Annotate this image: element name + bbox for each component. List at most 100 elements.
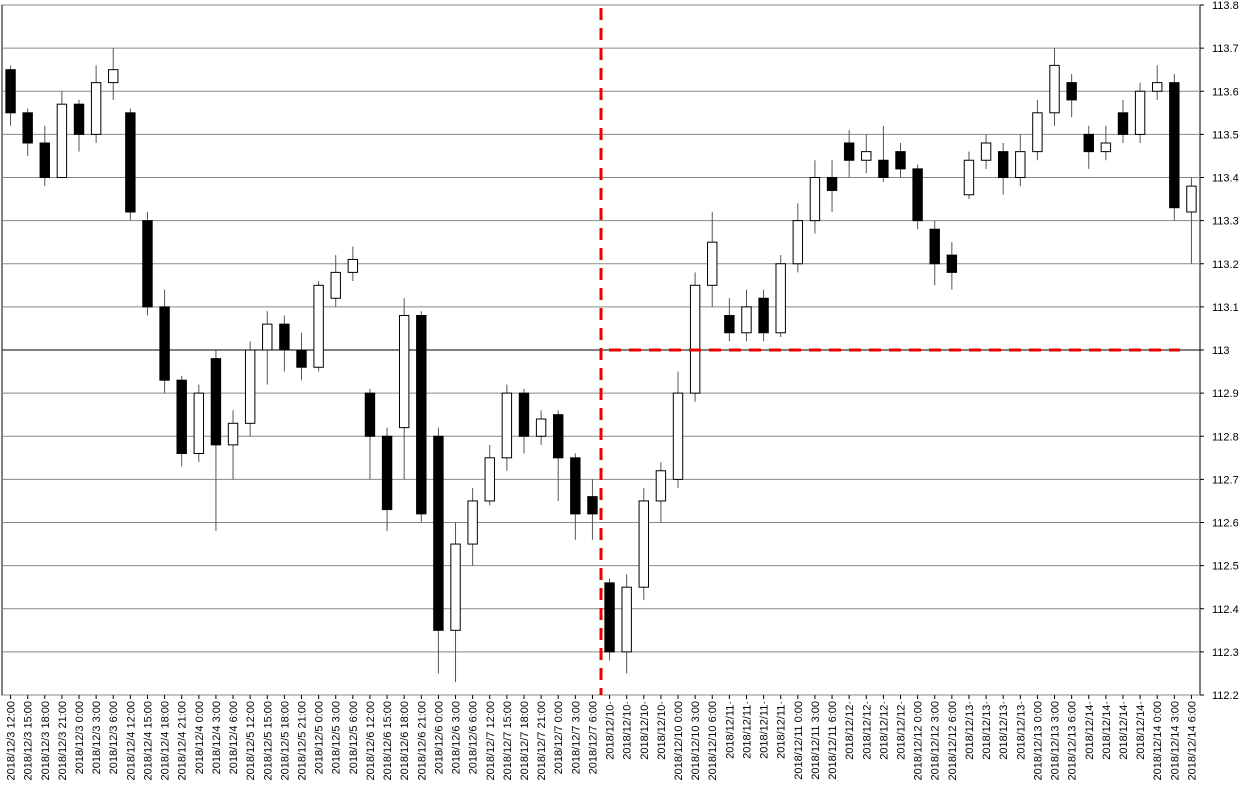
x-tick-label: 2018/12/11· [759, 701, 771, 759]
candle-body [450, 543, 461, 631]
x-tick-label: 2018/12/13 6:00 [1067, 701, 1079, 781]
x-tick-label: 2018/12/5 18:00 [279, 701, 291, 781]
x-tick-label: 2018/12/12· [861, 701, 873, 760]
candle-body [1152, 82, 1163, 92]
candle-body [330, 271, 341, 299]
x-tick-label: 2018/12/3 18:00 [40, 701, 52, 781]
candle-body [638, 500, 649, 588]
x-tick-label: 2018/12/13· [981, 701, 993, 760]
x-tick-label: 2018/12/3 15:00 [23, 701, 35, 781]
x-tick-label: 2018/12/10· [639, 701, 651, 760]
x-tick-label: 2018/12/7 15:00 [502, 701, 514, 781]
candle-body [587, 496, 598, 515]
candle-body [843, 142, 855, 161]
candle-body [1066, 82, 1077, 101]
x-tick-label: 2018/12/4 21:00 [177, 701, 189, 781]
candle-body [381, 435, 393, 511]
x-tick-label: 2018/12/6 6:00 [468, 701, 480, 774]
x-tick-label: 2018/12/4 15:00 [142, 701, 154, 781]
x-tick-label: 2018/12/14 3:00 [1169, 701, 1181, 781]
x-tick-label: 2018/12/6 21:00 [416, 701, 428, 781]
x-tick-label: 2018/12/6 0:00 [433, 701, 445, 774]
x-tick-label: 2018/12/3 12:00 [6, 701, 18, 781]
candle-body [741, 306, 752, 334]
candle-body [553, 414, 564, 459]
x-tick-label: 2018/12/14 6:00 [1186, 701, 1198, 781]
candle-body [758, 297, 769, 334]
x-tick-label: 2018/12/5 6:00 [348, 701, 360, 774]
x-tick-label: 2018/12/5 12:00 [245, 701, 257, 781]
x-tick-label: 2018/12/6 12:00 [365, 701, 377, 781]
candle-body [227, 422, 239, 446]
x-tick-label: 2018/12/7 21:00 [536, 701, 548, 781]
candle-body [296, 349, 307, 368]
x-tick-label: 2018/12/13 3:00 [1050, 701, 1062, 781]
candle-body [895, 151, 906, 170]
candle-body [997, 151, 1009, 178]
candle-body [946, 254, 958, 273]
x-tick-label: 2018/12/6 15:00 [382, 701, 394, 781]
x-tick-label: 2018/12/5 15:00 [262, 701, 274, 781]
candle-body [707, 241, 718, 286]
x-tick-label: 2018/12/11· [741, 701, 753, 759]
x-tick-label: 2018/12/12· [896, 701, 908, 760]
candle-body [963, 159, 975, 196]
candle-body [621, 586, 632, 653]
candle-body [929, 228, 940, 265]
x-tick-label: 2018/12/10 3:00 [690, 701, 702, 781]
candle-body [5, 69, 16, 114]
candle-body [912, 168, 923, 222]
candle-body [826, 177, 838, 191]
candle-body [1083, 133, 1094, 153]
candle-body [1015, 151, 1026, 178]
candle-body [724, 315, 735, 334]
x-tick-label: 2018/12/14· [1135, 701, 1147, 760]
candle-body [655, 470, 667, 502]
x-tick-label: 2018/12/12· [844, 701, 856, 760]
x-tick-label: 2018/12/4 12:00 [125, 701, 137, 781]
y-tick-label: 113.5 [1212, 129, 1239, 141]
candle-body [244, 349, 256, 424]
x-tick-label: 2018/12/10· [605, 701, 617, 760]
candle-body [484, 457, 495, 502]
candle-body [775, 263, 786, 334]
candle-body [878, 159, 889, 178]
candle-body [689, 284, 701, 394]
candle-body [535, 418, 547, 437]
x-tick-label: 2018/12/5 21:00 [297, 701, 309, 781]
y-tick-label: 112.3 [1212, 647, 1239, 659]
y-tick-label: 113 [1212, 345, 1230, 357]
candle-body [861, 151, 872, 161]
y-tick-label: 113.6 [1212, 86, 1239, 98]
x-tick-label: 2018/12/3 6:00 [108, 701, 120, 774]
x-tick-label: 2018/12/11 3:00 [810, 701, 822, 780]
y-tick-label: 112.8 [1212, 431, 1239, 443]
candle-body [398, 315, 410, 429]
candle-body [279, 323, 290, 351]
x-tick-label: 2018/12/6 18:00 [399, 701, 411, 781]
candle-body [108, 69, 119, 84]
candle-body [347, 258, 359, 273]
x-tick-label: 2018/12/4 0:00 [194, 701, 206, 774]
x-tick-label: 2018/12/11· [724, 701, 736, 759]
candle-body [56, 103, 68, 178]
candle-body [1169, 82, 1180, 209]
candle-body [39, 142, 50, 178]
x-tick-label: 2018/12/10 0:00 [673, 701, 685, 781]
candle-body [980, 142, 992, 161]
x-tick-label: 2018/12/7 0:00 [553, 701, 565, 774]
candle-body [364, 392, 376, 437]
y-tick-label: 113.4 [1212, 173, 1239, 185]
candle-body [467, 500, 478, 545]
x-tick-label: 2018/12/3 21:00 [57, 701, 69, 781]
candle-body [672, 392, 684, 480]
x-tick-label: 2018/12/11 6:00 [827, 701, 839, 780]
x-tick-label: 2018/12/7 12:00 [485, 701, 497, 781]
x-tick-label: 2018/12/7 6:00 [587, 701, 599, 774]
candle-body [433, 435, 444, 631]
x-tick-label: 2018/12/3 3:00 [91, 701, 103, 774]
candle-body [1134, 90, 1146, 135]
candle-body [125, 112, 136, 213]
x-tick-label: 2018/12/10· [622, 701, 634, 760]
x-tick-label: 2018/12/14· [1101, 701, 1113, 760]
